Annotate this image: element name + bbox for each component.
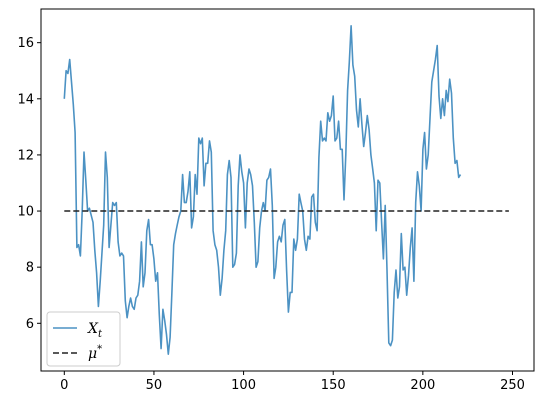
legend-label-series-1-sub: t bbox=[98, 329, 103, 340]
axis-ticks: 0 50 100 150 200 250 6 8 10 12 14 16 bbox=[17, 36, 524, 393]
x-tick-label: 250 bbox=[500, 378, 525, 393]
legend-label-series-1: Xt bbox=[87, 321, 103, 340]
y-tick-label: 14 bbox=[17, 92, 34, 107]
series-layer bbox=[63, 25, 509, 355]
y-tick-label: 10 bbox=[17, 205, 34, 220]
x-tick-label: 100 bbox=[231, 378, 256, 393]
series-line-1 bbox=[63, 25, 462, 355]
x-tick-label: 50 bbox=[146, 378, 163, 393]
legend-label-series-1-main: X bbox=[87, 321, 99, 337]
y-tick-label: 6 bbox=[26, 317, 34, 332]
legend-box bbox=[46, 311, 121, 367]
x-tick-label: 150 bbox=[321, 378, 346, 393]
legend-label-series-2-main: μ bbox=[88, 346, 97, 362]
legend: Xt μ* bbox=[46, 311, 121, 367]
legend-label-series-2-sup: * bbox=[97, 344, 102, 355]
y-tick-label: 16 bbox=[17, 36, 34, 51]
x-tick-label: 200 bbox=[410, 378, 435, 393]
legend-label-series-2: μ* bbox=[88, 344, 102, 362]
x-tick-label: 0 bbox=[60, 378, 68, 393]
plot-frame bbox=[40, 8, 535, 372]
y-tick-label: 12 bbox=[17, 148, 34, 163]
y-tick-label: 8 bbox=[26, 261, 34, 276]
